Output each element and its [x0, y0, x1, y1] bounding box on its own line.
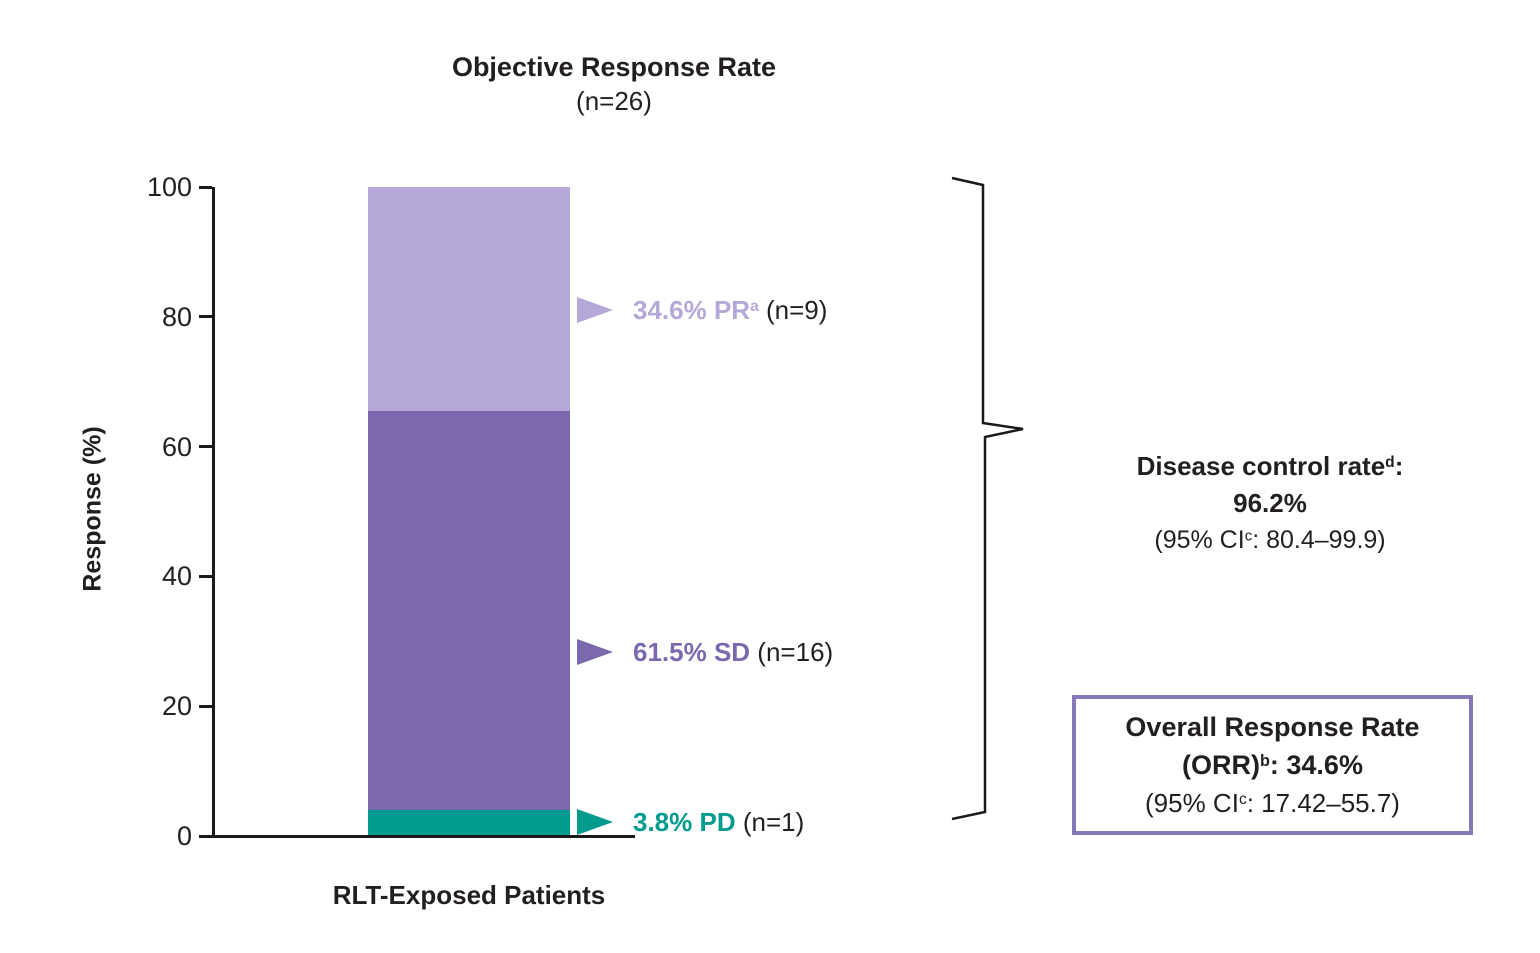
- orr-box: Overall Response Rate (ORR)b: 34.6% (95%…: [1072, 695, 1473, 835]
- y-axis-tick-label: 20: [161, 691, 192, 722]
- orr-box-ci: (95% CIc: 17.42–55.7): [1145, 788, 1400, 818]
- pd-annotation-text: 3.8% PD (n=1): [633, 807, 804, 838]
- orr-box-value: (ORR)b: 34.6%: [1182, 750, 1363, 780]
- y-axis-tick-label: 40: [161, 561, 192, 592]
- title-block: Objective Response Rate (n=26): [314, 52, 914, 117]
- y-axis-tick-label: 80: [161, 301, 192, 332]
- x-axis-category-label: RLT-Exposed Patients: [332, 880, 606, 910]
- sd-annotation-text: 61.5% SD (n=16): [633, 637, 833, 668]
- orr-box-title: Overall Response Rate: [1125, 712, 1420, 742]
- y-axis-tick: [199, 704, 212, 708]
- sd-n-label: (n=16): [750, 636, 834, 667]
- stacked-bar: [368, 187, 570, 835]
- y-axis-tick: [199, 315, 212, 319]
- pr-footnote-marker: a: [750, 297, 759, 315]
- disease-control-rate-ci: (95% CIc: 80.4–99.9): [1154, 526, 1386, 554]
- bar-segment-sd: [368, 411, 570, 811]
- brace: [951, 176, 1024, 821]
- y-axis-tick: [199, 445, 212, 449]
- dcr-ci-footnote-marker: c: [1244, 527, 1253, 545]
- y-axis-tick: [199, 185, 212, 189]
- pr-arrow-icon: [577, 297, 613, 323]
- disease-control-rate-value: 96.2%: [1233, 488, 1307, 518]
- bar-segment-pd: [368, 810, 570, 835]
- y-axis-tick-label: 60: [161, 431, 192, 462]
- bar-segment-pr: [368, 187, 570, 412]
- sd-annotation: 61.5% SD (n=16): [577, 632, 833, 672]
- pd-arrow-icon: [577, 809, 613, 835]
- y-axis-label: Response (%): [78, 426, 107, 592]
- pd-annotation: 3.8% PD (n=1): [577, 802, 804, 842]
- disease-control-rate-label: Disease control rated:: [1136, 451, 1404, 481]
- pr-value-label: 34.6% PRa: [633, 294, 759, 325]
- pd-value-label: 3.8% PD: [633, 806, 736, 837]
- sd-value-label: 61.5% SD: [633, 636, 751, 667]
- pr-n-label: (n=9): [758, 294, 828, 325]
- orr-footnote-marker: b: [1260, 751, 1270, 770]
- y-axis-tick: [199, 574, 212, 578]
- chart-subtitle: (n=26): [576, 86, 652, 116]
- y-axis-line: [212, 187, 215, 838]
- x-axis-line: [212, 835, 635, 838]
- disease-control-rate-callout: Disease control rated: 96.2% (95% CIc: 8…: [1110, 448, 1430, 559]
- dcr-footnote-marker: d: [1385, 454, 1395, 472]
- y-axis-tick: [199, 834, 212, 838]
- sd-arrow-icon: [577, 639, 613, 665]
- y-axis-tick-label: 0: [176, 821, 192, 851]
- y-axis-tick-label: 100: [146, 172, 192, 202]
- pd-n-label: (n=1): [735, 806, 805, 837]
- pr-annotation-text: 34.6% PRa (n=9): [633, 295, 827, 326]
- orr-ci-footnote-marker: c: [1238, 791, 1247, 809]
- pr-annotation: 34.6% PRa (n=9): [577, 290, 827, 330]
- chart-title: Objective Response Rate: [451, 52, 777, 82]
